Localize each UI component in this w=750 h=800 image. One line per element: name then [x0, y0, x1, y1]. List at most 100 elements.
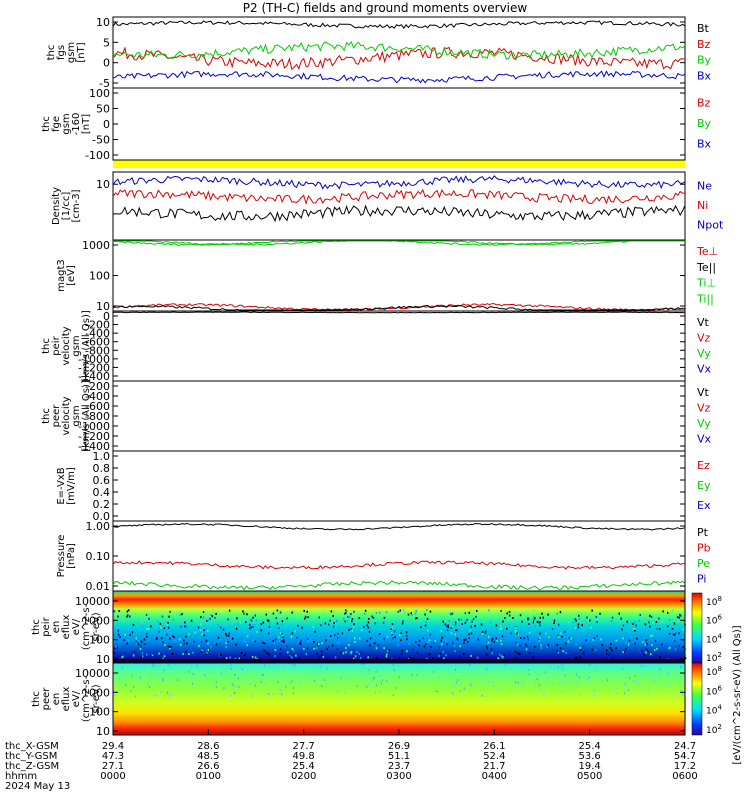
spectrogram-pixel: [464, 621, 467, 624]
x-row-label: thc_Y-GSM: [5, 751, 57, 762]
spectrogram-pixel: [500, 624, 502, 627]
spectrogram-pixel: [496, 639, 498, 642]
spectrogram-pixel: [488, 680, 490, 683]
spectrogram-pixel: [181, 613, 183, 616]
spectrogram-pixel: [642, 641, 644, 644]
spectrogram-pixel: [397, 610, 400, 613]
spectrogram-pixel: [684, 648, 687, 651]
spectrogram-pixel: [461, 623, 463, 625]
spectrogram-pixel: [348, 686, 350, 689]
spectrogram-pixel: [229, 670, 231, 673]
spectrogram-pixel: [655, 621, 658, 623]
spectrogram-pixel: [230, 668, 232, 670]
spectrogram-pixel: [201, 649, 203, 652]
spectrogram-pixel: [278, 639, 280, 642]
spectrogram-pixel: [564, 630, 566, 633]
panel-fgs: 10 5 0 -5 thc fgs gsm [nT] Bt Bz By Bx: [46, 16, 712, 90]
spectrogram-pixel: [266, 619, 269, 622]
x-row-value: 24.7: [674, 741, 696, 752]
spectrogram-pixel: [331, 644, 334, 647]
x-row-value: 0200: [291, 771, 316, 782]
spectrogram-pixel: [192, 636, 194, 639]
spectrogram-pixel: [180, 644, 182, 646]
spectrogram-pixel: [314, 680, 316, 682]
spectrogram-pixel: [548, 636, 550, 639]
spectrogram-pixel: [615, 647, 617, 650]
spectrogram-pixel: [535, 693, 537, 696]
spectrogram-pixel: [519, 614, 522, 617]
colorbar-segment: [691, 662, 703, 736]
spectrogram-pixel: [272, 693, 274, 695]
spectrogram-pixel: [409, 657, 411, 660]
spectrogram-pixel: [638, 619, 641, 622]
spectrogram-pixel: [476, 609, 478, 612]
spectrogram-pixel: [648, 621, 650, 624]
legend-entry: Vy: [697, 347, 711, 360]
spectrogram-pixel: [490, 670, 492, 673]
spectrogram-pixel: [470, 609, 473, 612]
spectrogram-pixel: [314, 630, 316, 633]
spectrogram-pixel: [593, 694, 595, 697]
spectrogram-pixel: [350, 652, 352, 655]
spectrogram-pixel: [318, 616, 320, 619]
spectrogram-pixel: [367, 621, 370, 624]
spectrogram-pixel: [359, 651, 362, 653]
spectrogram-pixel: [190, 664, 192, 667]
y-tick-label: 100: [89, 706, 110, 719]
spectrogram-pixel: [454, 621, 457, 624]
spectrogram-pixel: [475, 679, 476, 682]
spectrogram-pixel: [678, 616, 680, 619]
spectrogram-pixel: [124, 651, 127, 654]
spectrogram-pixel: [364, 609, 367, 612]
spectrogram-pixel: [507, 618, 510, 621]
spectrogram-pixel: [141, 655, 144, 658]
y-axis-label-line: fgs: [56, 45, 67, 60]
spectrogram-pixel: [407, 613, 410, 616]
spectrogram-pixel: [304, 615, 307, 618]
spectrogram-pixel: [320, 650, 323, 653]
spectrogram-pixel: [430, 645, 432, 648]
date-label: 2024 May 13: [5, 781, 70, 792]
spectrogram-pixel: [300, 640, 302, 643]
spectrogram-pixel: [634, 642, 636, 645]
spectrogram-pixel: [413, 681, 415, 684]
spectrogram-pixel: [359, 656, 362, 659]
spectrogram-pixel: [251, 655, 254, 658]
y-axis-label-line: magt3: [56, 259, 67, 292]
spectrogram-pixel: [281, 640, 283, 643]
spectrogram-pixel: [117, 629, 119, 632]
series-line-fgs-1: [112, 46, 686, 70]
spectrogram-pixel: [292, 692, 294, 695]
spectrogram-pixel: [439, 652, 442, 655]
y-axis-label: thc peir velocity gsm [km/s (All Qs)]: [41, 310, 92, 382]
spectrogram-pixel: [366, 624, 368, 627]
y-axis-label-line: peir: [51, 335, 62, 355]
spectrogram-pixel: [146, 685, 147, 687]
spectrogram-pixel: [282, 635, 285, 638]
spectrogram-pixel: [353, 623, 355, 626]
spectrogram-pixel: [438, 646, 441, 649]
spectrogram-pixel: [506, 670, 508, 673]
spectrogram-pixel: [477, 638, 479, 641]
spectrogram-pixel: [162, 641, 164, 644]
spectrogram-pixel: [217, 623, 219, 626]
spectrogram-pixel: [372, 616, 375, 619]
spectrogram-pixel: [424, 613, 426, 616]
spectrogram-pixel: [455, 681, 457, 684]
spectrogram-pixel: [316, 652, 318, 655]
spectrogram-pixel: [519, 644, 521, 647]
spectrogram-pixel: [623, 651, 626, 653]
spectrogram-pixel: [652, 621, 654, 624]
legend-entry: Ez: [697, 459, 710, 472]
spectrogram-pixel: [345, 647, 347, 650]
spectrogram-pixel: [435, 617, 438, 620]
spectrogram-pixel: [559, 647, 562, 650]
spectrogram-pixel: [646, 685, 648, 688]
spectrogram-pixel: [601, 643, 604, 646]
spectrogram-pixel: [211, 615, 214, 618]
spectrogram-pixel: [244, 653, 247, 656]
spectrogram-pixel: [545, 679, 547, 682]
spectrogram-pixel: [321, 654, 323, 657]
spectrogram-pixel: [400, 632, 402, 635]
spectrogram-pixel: [272, 631, 274, 633]
